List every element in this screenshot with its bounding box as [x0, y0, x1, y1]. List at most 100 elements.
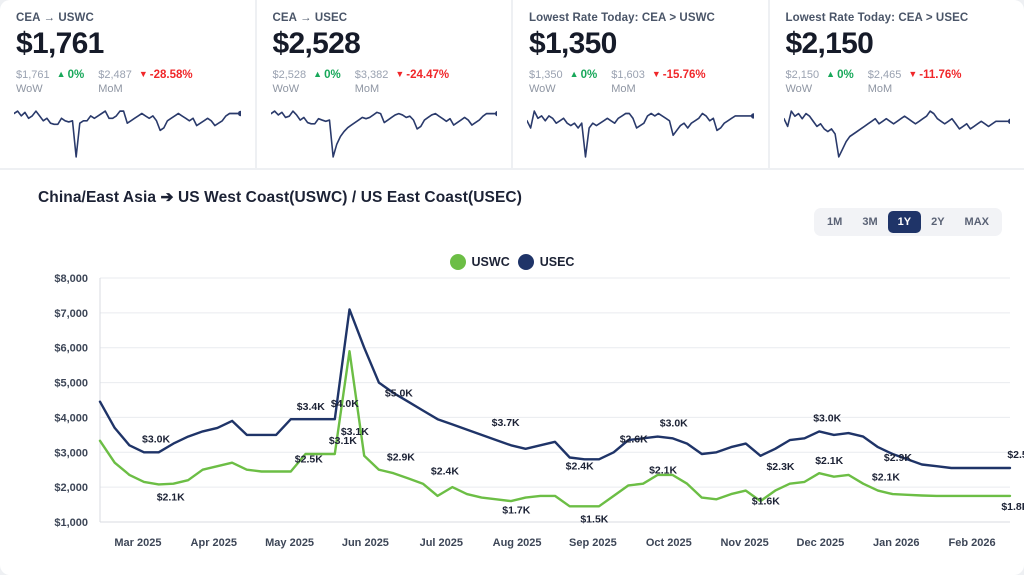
svg-text:$3.4K: $3.4K [297, 401, 325, 413]
legend-color-swatch-usec [517, 254, 534, 270]
kpi-wow-previous: $1,761 [16, 68, 50, 81]
triangle-down-icon: ▼ [651, 69, 661, 79]
svg-text:$7,000: $7,000 [54, 308, 88, 320]
kpi-title: Lowest Rate Today: CEA > USEC [785, 12, 969, 24]
svg-text:$3.0K: $3.0K [660, 418, 688, 430]
kpi-mom-delta-value: -24.47% [406, 68, 450, 81]
kpi-wow-previous: $2,150 [785, 68, 820, 81]
svg-text:Mar 2025: Mar 2025 [114, 537, 161, 549]
kpi-mom-previous: $1,603 [611, 68, 645, 81]
triangle-down-icon: ▼ [138, 69, 148, 79]
kpi-sparkline [14, 108, 241, 160]
triangle-up-icon: ▲ [569, 69, 579, 79]
kpi-mom-previous: $2,465 [867, 68, 902, 81]
kpi-mom-delta-value: -15.76% [662, 68, 706, 81]
triangle-up-icon: ▲ [313, 69, 323, 79]
kpi-sparkline [270, 108, 497, 160]
svg-text:$3,000: $3,000 [54, 447, 88, 459]
svg-text:$4.0K: $4.0K [331, 398, 359, 410]
svg-text:$3.1K: $3.1K [329, 435, 357, 447]
kpi-stats: $1,761 ▲ 0% WoW $2,487 ▼ -28.58% MoM [16, 69, 239, 95]
chart-title: China/East Asia ➔ US West Coast(USWC) / … [38, 189, 522, 206]
kpi-title: CEA → USEC [272, 12, 348, 24]
svg-text:Jun 2025: Jun 2025 [342, 537, 389, 549]
svg-text:$1.8K: $1.8K [1001, 501, 1024, 513]
svg-text:Feb 2026: Feb 2026 [949, 537, 996, 549]
kpi-stats: $2,528 ▲ 0% WoW $3,382 ▼ -24.47% MoM [273, 69, 496, 95]
kpi-card: CEA → USWC $1,761 $1,761 ▲ 0% WoW $2,487 ▼ -28.5… [0, 0, 255, 168]
svg-text:$2.1K: $2.1K [872, 472, 900, 484]
kpi-stats: $2,150 ▲ 0% WoW $2,465 ▼ -11.76% MoM [786, 69, 1009, 95]
svg-text:$2.1K: $2.1K [649, 465, 677, 477]
kpi-mom-delta: ▼ -28.58% [139, 69, 193, 81]
kpi-value: $2,150 [785, 27, 874, 60]
svg-text:$1.5K: $1.5K [580, 513, 608, 525]
kpi-wow-delta: ▲ 0% [57, 69, 85, 81]
kpi-mom-delta: ▼ -11.76% [908, 69, 961, 81]
kpi-mom-previous: $3,382 [354, 68, 389, 81]
kpi-wow-delta: ▲ 0% [826, 69, 854, 81]
svg-text:$2.6K: $2.6K [620, 433, 648, 445]
rate-chart-panel: China/East Asia ➔ US West Coast(USWC) / … [0, 170, 1024, 575]
range-button-3m[interactable]: 3M [852, 211, 887, 233]
kpi-title: Lowest Rate Today: CEA > USWC [529, 12, 715, 24]
legend-label: USWC [471, 255, 510, 269]
svg-text:$5,000: $5,000 [54, 378, 88, 390]
kpi-card: Lowest Rate Today: CEA > USWC $1,350 $1,35… [513, 0, 768, 168]
kpi-mom-label: MoM [98, 82, 123, 95]
legend-item-uswc[interactable]: USWC [449, 254, 510, 270]
kpi-wow-block: $1,761 ▲ 0% WoW [16, 69, 84, 95]
svg-text:$2.1K: $2.1K [815, 455, 843, 467]
chart-header: China/East Asia ➔ US West Coast(USWC) / … [0, 170, 1024, 236]
svg-text:$4,000: $4,000 [54, 412, 88, 424]
svg-text:Dec 2025: Dec 2025 [797, 537, 845, 549]
triangle-up-icon: ▲ [56, 69, 66, 79]
svg-text:$2.1K: $2.1K [157, 491, 185, 503]
kpi-wow-previous: $1,350 [529, 68, 563, 81]
range-button-2y[interactable]: 2Y [921, 211, 954, 233]
triangle-up-icon: ▲ [826, 69, 836, 79]
kpi-mom-delta: ▼ -24.47% [395, 69, 449, 81]
legend-color-swatch-uswc [449, 254, 466, 270]
svg-text:$2.3K: $2.3K [766, 461, 794, 473]
kpi-mom-delta-value: -11.76% [919, 68, 962, 81]
triangle-down-icon: ▼ [395, 69, 405, 79]
kpi-wow-block: $2,528 ▲ 0% WoW [273, 69, 341, 95]
svg-text:Jan 2026: Jan 2026 [873, 537, 919, 549]
kpi-mom-block: $2,487 ▼ -28.58% MoM [98, 69, 192, 95]
legend-item-usec[interactable]: USEC [517, 254, 575, 270]
kpi-wow-delta-value: 0% [580, 68, 598, 81]
kpi-mom-previous: $2,487 [98, 68, 132, 81]
svg-text:Aug 2025: Aug 2025 [493, 537, 542, 549]
svg-text:$3.7K: $3.7K [492, 417, 520, 429]
svg-text:$3.1K: $3.1K [341, 426, 369, 438]
kpi-mom-block: $2,465 ▼ -11.76% MoM [868, 69, 962, 95]
kpi-card-strip: CEA → USWC $1,761 $1,761 ▲ 0% WoW $2,487 ▼ -28.5… [0, 0, 1024, 168]
chart-legend: USWC USEC [0, 254, 1024, 270]
range-button-1y[interactable]: 1Y [887, 211, 922, 233]
kpi-mom-block: $1,603 ▼ -15.76% MoM [611, 69, 705, 95]
time-range-selector[interactable]: 1M 3M 1Y 2Y MAX [814, 208, 1002, 236]
range-button-1m[interactable]: 1M [817, 211, 852, 233]
kpi-wow-block: $2,150 ▲ 0% WoW [786, 69, 854, 95]
svg-text:$8,000: $8,000 [54, 273, 88, 285]
range-button-max[interactable]: MAX [955, 211, 999, 233]
kpi-wow-block: $1,350 ▲ 0% WoW [529, 69, 597, 95]
svg-text:$2.9K: $2.9K [884, 452, 912, 464]
kpi-wow-label: WoW [16, 82, 43, 95]
kpi-mom-block: $3,382 ▼ -24.47% MoM [355, 69, 449, 95]
kpi-wow-delta: ▲ 0% [313, 69, 341, 81]
kpi-mom-delta: ▼ -15.76% [652, 69, 706, 81]
kpi-wow-delta-value: 0% [837, 68, 854, 81]
svg-text:$1.7K: $1.7K [502, 504, 530, 516]
legend-label: USEC [539, 255, 575, 269]
kpi-stats: $1,350 ▲ 0% WoW $1,603 ▼ -15.76% MoM [529, 69, 752, 95]
svg-text:Sep 2025: Sep 2025 [569, 537, 617, 549]
svg-text:May 2025: May 2025 [265, 537, 314, 549]
svg-text:$1.6K: $1.6K [752, 496, 780, 508]
svg-text:$5.0K: $5.0K [385, 388, 413, 400]
svg-text:Apr 2025: Apr 2025 [191, 537, 237, 549]
svg-text:Oct 2025: Oct 2025 [646, 537, 692, 549]
svg-text:Nov 2025: Nov 2025 [720, 537, 768, 549]
